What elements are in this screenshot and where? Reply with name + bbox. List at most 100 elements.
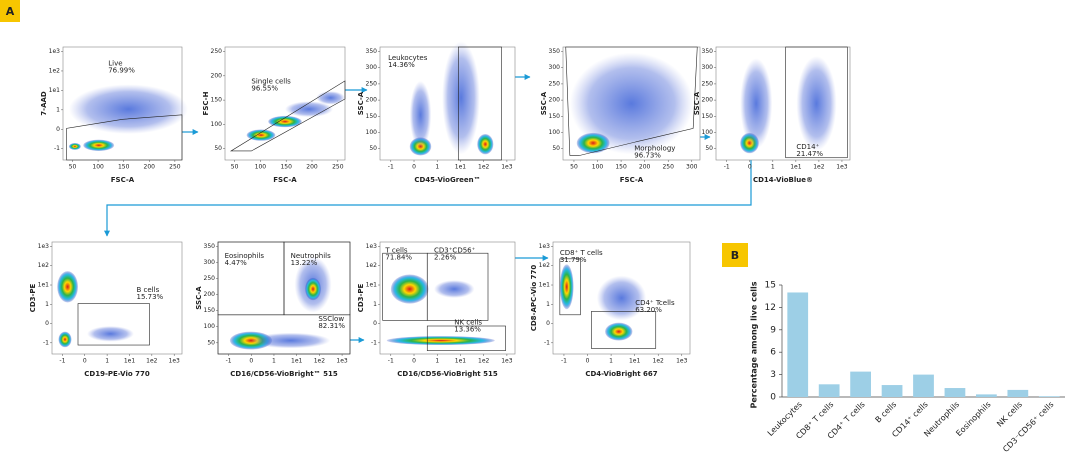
y-tick-label: 1e3 bbox=[366, 243, 378, 250]
gate bbox=[66, 114, 183, 161]
gate bbox=[565, 46, 698, 156]
gate-value: 63.20% bbox=[635, 306, 662, 314]
y-tick-label: 1e2 bbox=[38, 262, 50, 269]
y-tick-label: 15 bbox=[765, 281, 776, 291]
cell-density bbox=[305, 277, 321, 301]
y-tick-label: 0 bbox=[56, 126, 60, 133]
y-tick-label: 1 bbox=[45, 301, 49, 308]
y-axis-label: FSC-H bbox=[202, 91, 210, 115]
x-tick-label: 1e3 bbox=[676, 358, 688, 365]
gate-label: CD4⁺ Tcells bbox=[635, 299, 675, 307]
x-tick-label: 50 bbox=[231, 164, 239, 171]
bar bbox=[818, 384, 840, 397]
y-axis-label: CD8-APC-Vio 770 bbox=[530, 265, 538, 332]
y-tick-label: 1e3 bbox=[49, 48, 61, 55]
x-tick-label: 1e1 bbox=[455, 164, 467, 171]
y-tick-label: -1 bbox=[43, 339, 49, 346]
panel-label-box bbox=[0, 0, 20, 22]
cell-density bbox=[386, 336, 495, 346]
gate-value: 13.36% bbox=[454, 325, 481, 333]
y-tick-label: 200 bbox=[366, 97, 378, 104]
x-axis-label: CD14-VioBlue® bbox=[753, 176, 813, 184]
gate-label: Leukocytes bbox=[388, 54, 428, 62]
gate-label: B cells bbox=[137, 286, 160, 294]
panel-label: A bbox=[6, 5, 15, 18]
x-tick-label: 100 bbox=[255, 164, 267, 171]
y-tick-label: 3 bbox=[770, 370, 776, 380]
x-tick-label: 1e2 bbox=[314, 358, 326, 365]
y-axis-label: SSC-A bbox=[357, 91, 365, 115]
gate-label: CD8⁺ T cells bbox=[560, 249, 603, 257]
y-tick-label: 150 bbox=[211, 97, 223, 104]
gate-value: 31.79% bbox=[560, 256, 587, 264]
y-tick-label: 200 bbox=[702, 97, 714, 104]
x-tick-label: 150 bbox=[615, 164, 627, 171]
x-tick-label: -1 bbox=[388, 358, 394, 365]
x-tick-label: 0 bbox=[412, 164, 416, 171]
y-axis-label: 7-AAD bbox=[40, 91, 48, 116]
y-tick-label: 1 bbox=[373, 301, 377, 308]
x-tick-label: 0 bbox=[83, 358, 87, 365]
y-tick-label: 50 bbox=[552, 145, 560, 152]
cell-density bbox=[68, 84, 188, 135]
x-tick-label: 250 bbox=[169, 164, 181, 171]
x-tick-label: 1e2 bbox=[653, 358, 665, 365]
cell-density bbox=[268, 115, 302, 128]
bar bbox=[944, 388, 966, 397]
y-tick-label: 100 bbox=[211, 121, 223, 128]
y-axis-label: SSC-A bbox=[195, 286, 203, 310]
y-axis-label: CD3-PE bbox=[29, 283, 37, 312]
gate-value: 15.73% bbox=[137, 293, 164, 301]
y-tick-label: 50 bbox=[214, 145, 222, 152]
x-tick-label: -1 bbox=[388, 164, 394, 171]
bar bbox=[881, 385, 903, 397]
gate-label: Morphology bbox=[634, 144, 675, 152]
cell-density bbox=[559, 264, 574, 310]
y-tick-label: 1e3 bbox=[38, 243, 50, 250]
bar bbox=[1007, 389, 1029, 397]
y-tick-label: 100 bbox=[204, 323, 216, 330]
cell-density bbox=[477, 134, 494, 155]
x-tick-label: 1e3 bbox=[836, 164, 848, 171]
x-tick-label: 1e3 bbox=[336, 358, 348, 365]
x-tick-label: 200 bbox=[639, 164, 651, 171]
y-tick-label: 1e3 bbox=[539, 243, 551, 250]
y-axis-label: SSC-A bbox=[540, 91, 548, 115]
cell-density bbox=[596, 275, 647, 321]
x-tick-label: 1e3 bbox=[169, 358, 181, 365]
y-tick-label: 350 bbox=[549, 48, 561, 55]
y-tick-label: 0 bbox=[373, 320, 377, 327]
x-tick-label: 0 bbox=[586, 358, 590, 365]
x-tick-label: 1e1 bbox=[790, 164, 802, 171]
panel-label-box bbox=[722, 243, 748, 267]
y-tick-label: 100 bbox=[702, 129, 714, 136]
cell-density bbox=[576, 132, 610, 154]
y-tick-label: 1 bbox=[546, 301, 550, 308]
y-tick-label: -1 bbox=[371, 339, 377, 346]
gate-label: Neutrophils bbox=[291, 252, 332, 260]
x-tick-label: 1e2 bbox=[813, 164, 825, 171]
y-tick-label: 250 bbox=[366, 80, 378, 87]
x-tick-label: 1e2 bbox=[478, 358, 490, 365]
y-tick-label: 9 bbox=[770, 325, 776, 335]
gate bbox=[457, 46, 502, 161]
y-tick-label: 300 bbox=[366, 64, 378, 71]
y-tick-label: 200 bbox=[211, 72, 223, 79]
x-tick-label: 1 bbox=[771, 164, 775, 171]
y-tick-label: 0 bbox=[45, 320, 49, 327]
y-tick-label: 250 bbox=[211, 48, 223, 55]
gate-value: 71.84% bbox=[385, 254, 412, 262]
cell-density bbox=[605, 322, 633, 341]
x-tick-label: 100 bbox=[92, 164, 104, 171]
x-tick-label: 300 bbox=[686, 164, 698, 171]
x-tick-label: 50 bbox=[570, 164, 578, 171]
gate-value: 82.31% bbox=[318, 322, 345, 330]
cell-density bbox=[57, 271, 78, 303]
y-tick-label: 1e2 bbox=[49, 67, 61, 74]
gate-value: 13.22% bbox=[291, 259, 318, 267]
x-tick-label: -1 bbox=[226, 358, 232, 365]
